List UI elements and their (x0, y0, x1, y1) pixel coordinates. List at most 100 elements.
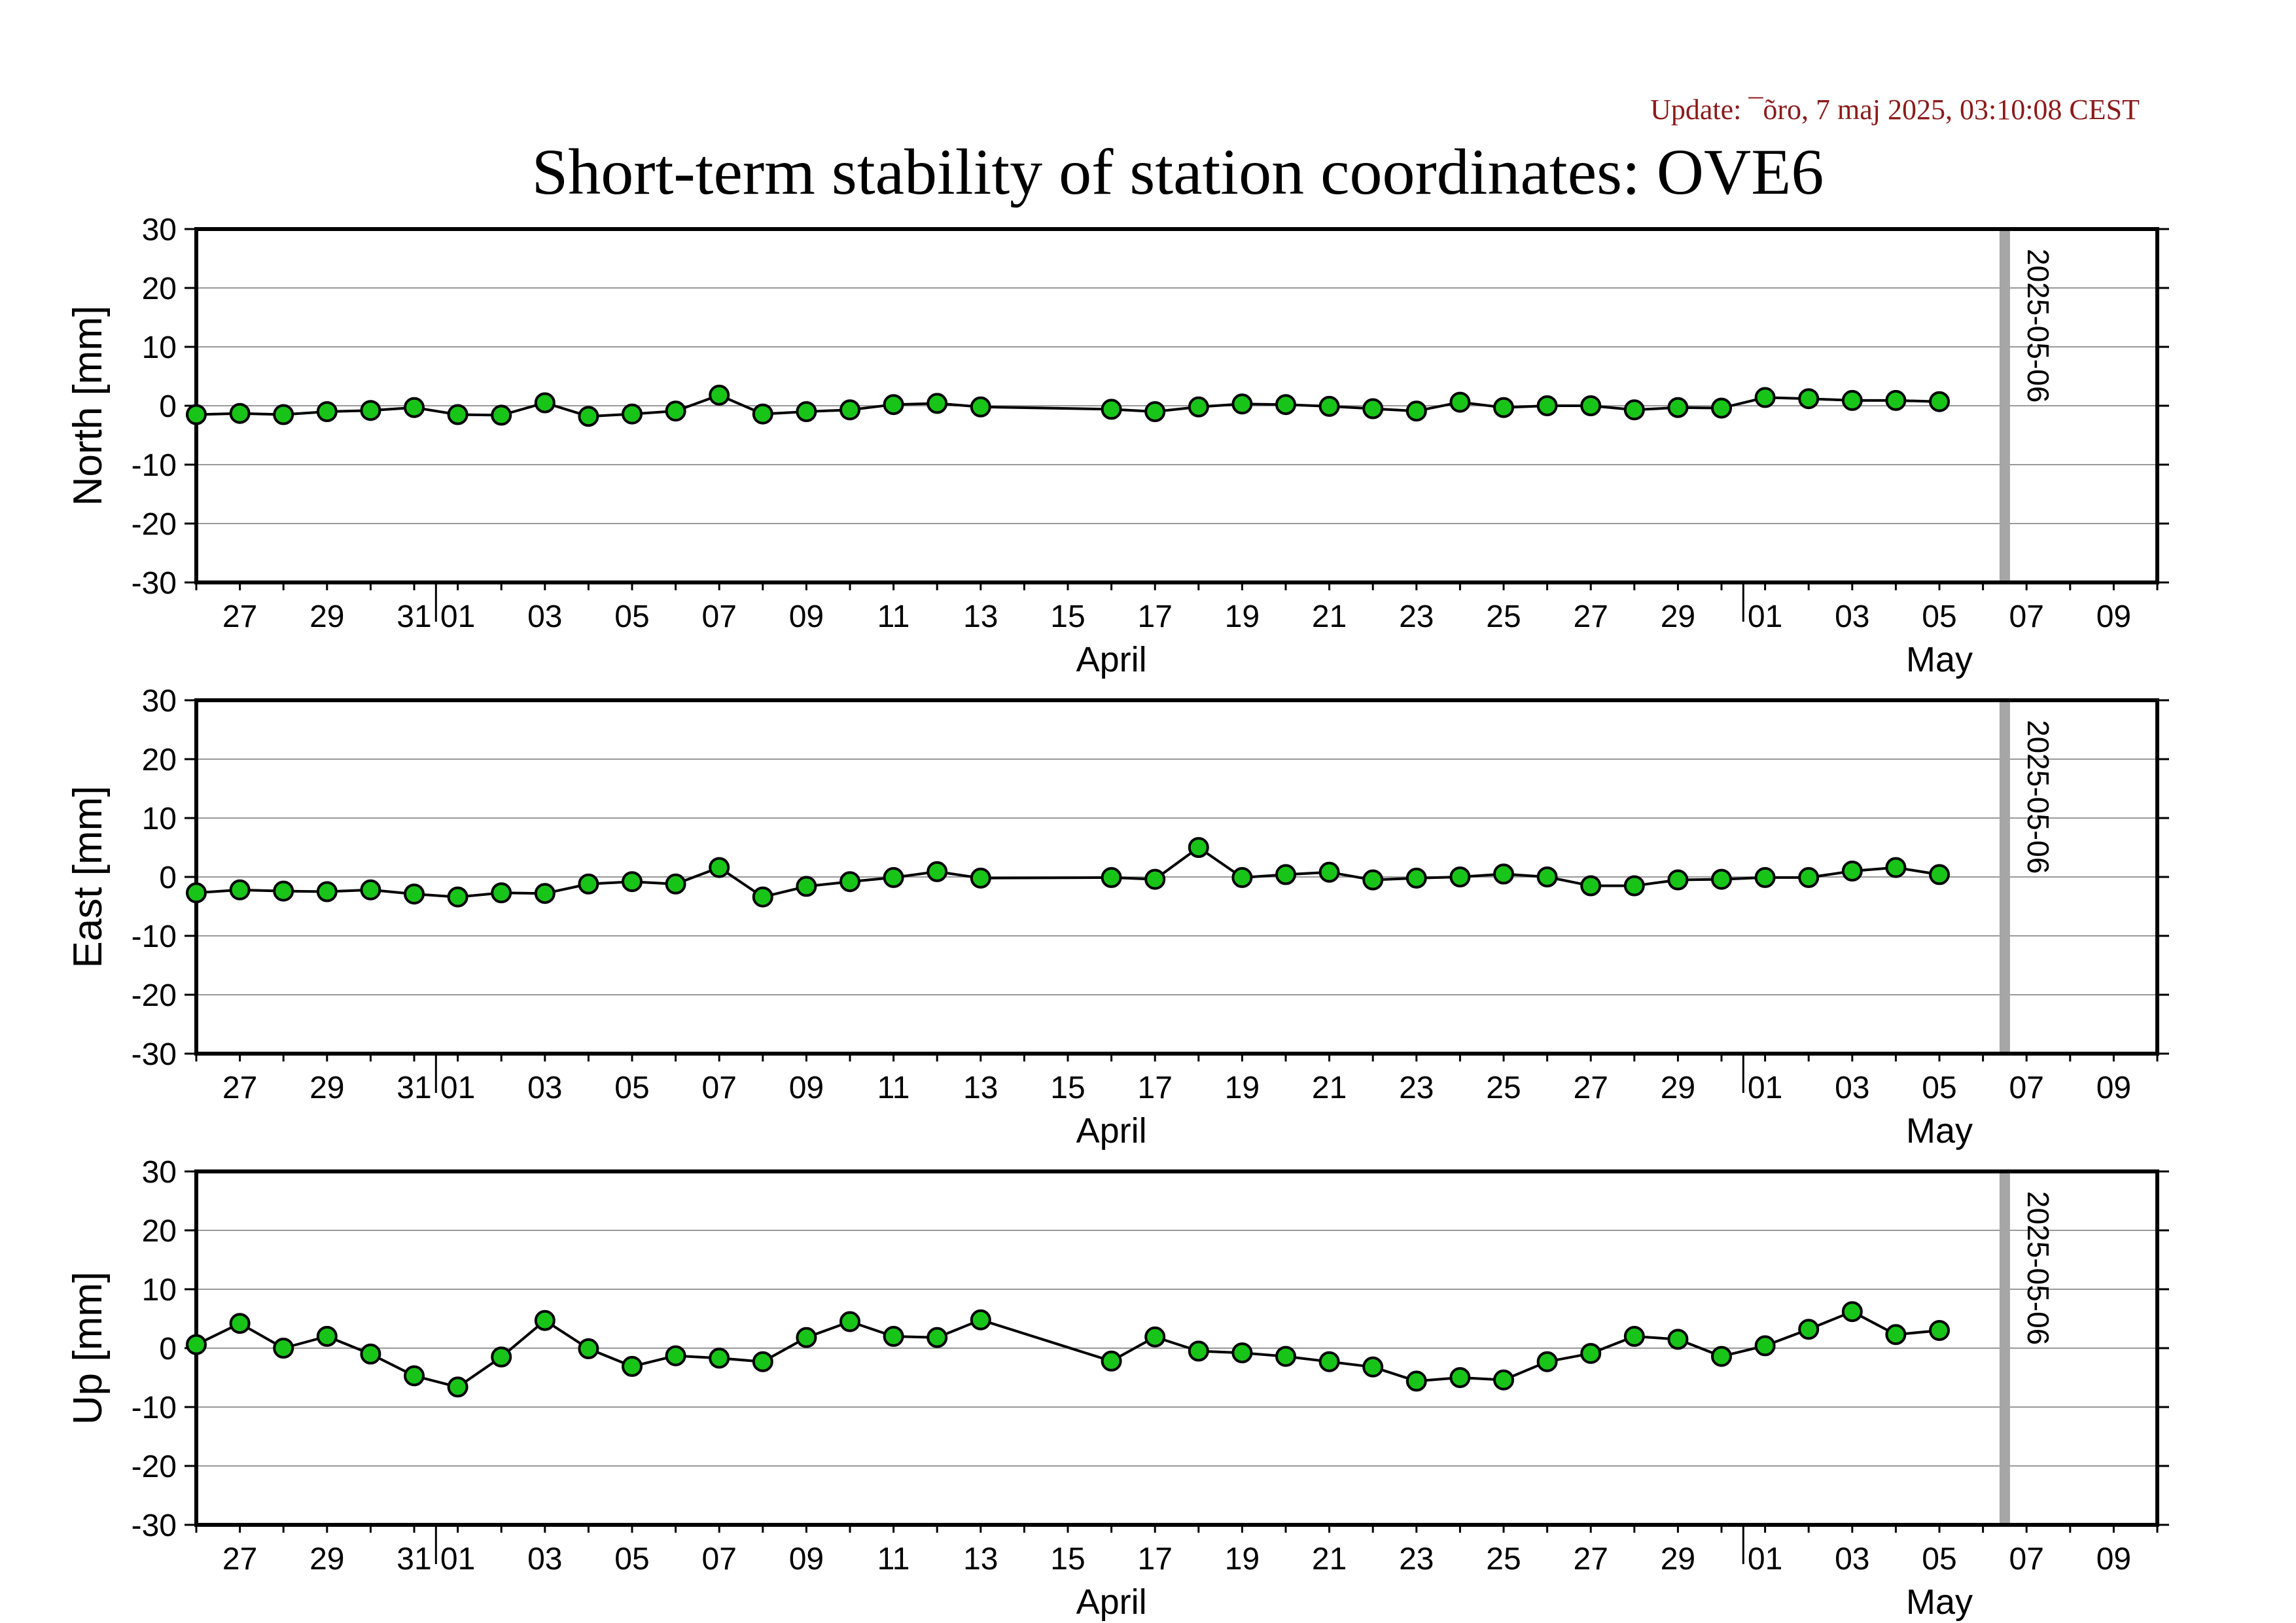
data-point (1144, 1326, 1166, 1347)
data-point (273, 1338, 294, 1359)
x-tick-label: 23 (1399, 1071, 1434, 1105)
x-tick-label: 25 (1486, 599, 1521, 634)
y-tick-label: -10 (132, 448, 177, 483)
y-tick-label: 30 (142, 684, 177, 719)
y-tick-label: 10 (142, 330, 177, 365)
data-point (1623, 875, 1645, 897)
y-tick-label: 10 (142, 802, 177, 836)
x-tick-label: 11 (877, 1542, 910, 1577)
y-tick-label: 10 (142, 1273, 177, 1308)
data-point (273, 880, 294, 902)
data-point (1188, 396, 1209, 418)
x-tick-label: 27 (222, 1542, 257, 1577)
data-point (1536, 1351, 1558, 1372)
data-point (665, 401, 686, 422)
data-point (534, 883, 556, 904)
y-tick-label: -10 (132, 1391, 177, 1425)
data-point (1101, 866, 1122, 888)
data-point (1449, 391, 1471, 413)
data-point (273, 404, 294, 425)
data-point (491, 882, 512, 904)
data-point (1841, 861, 1863, 882)
x-tick-label: 07 (2009, 1542, 2044, 1577)
panel-north: 2025-05-06 30 20 10 0 -10 -20 -30 North [mm] 27 29… (65, 213, 2169, 679)
data-point (1885, 857, 1907, 878)
data-point (970, 1309, 991, 1330)
x-tick-label: 21 (1312, 1542, 1347, 1577)
x-tick-label: 27 (1574, 1542, 1608, 1577)
y-tick-label: -20 (132, 978, 177, 1013)
x-tick-label: 05 (1922, 599, 1956, 634)
y-tick-label: 30 (142, 1155, 177, 1190)
data-point (1711, 1346, 1732, 1367)
y-tick-label: -30 (132, 566, 177, 601)
data-point (1405, 1370, 1427, 1392)
data-point (970, 867, 991, 889)
data-point (883, 866, 904, 888)
x-tick-label: 21 (1312, 1071, 1347, 1105)
data-point (1449, 866, 1471, 887)
data-point (447, 886, 468, 908)
panel-up: 2025-05-06 30 20 10 0 -10 -20 -30 Up [mm] 27 29 31 0… (65, 1155, 2169, 1622)
data-point (883, 1326, 904, 1347)
y-tick-label: 0 (159, 389, 177, 424)
data-point (1580, 1343, 1602, 1364)
data-point (1841, 1301, 1863, 1323)
x-tick-label: 23 (1399, 1542, 1434, 1577)
data-point (1493, 863, 1514, 885)
update-timestamp: Update: ¯õro, 7 maj 2025, 03:10:08 CEST (1650, 94, 2140, 126)
data-point (622, 403, 643, 425)
data-point (229, 402, 251, 424)
x-tick-label: 03 (1835, 1071, 1869, 1105)
x-tick-label: 17 (1138, 599, 1173, 634)
data-point (186, 882, 207, 904)
data-point (360, 400, 381, 421)
x-month-label: April (1076, 1582, 1147, 1622)
x-tick-label: 09 (2096, 599, 2131, 634)
data-point (404, 1365, 425, 1387)
y-tick-label: 20 (142, 272, 177, 306)
data-point (1405, 401, 1427, 422)
x-tick-label: 01 (440, 1071, 475, 1105)
data-point (360, 1344, 381, 1364)
x-tick-label: 29 (309, 1071, 344, 1105)
data-point (578, 873, 599, 895)
data-point (752, 1351, 773, 1372)
x-tick-label: 07 (702, 599, 737, 634)
data-point (1362, 869, 1384, 891)
x-tick-label: 05 (1922, 1071, 1956, 1105)
data-point (927, 393, 948, 414)
data-point (752, 403, 773, 425)
data-point (229, 1313, 251, 1334)
x-tick-label: 19 (1225, 1071, 1260, 1105)
x-tick-label: 27 (1574, 599, 1608, 634)
data-point (709, 384, 730, 406)
x-tick-label: 05 (1922, 1542, 1956, 1577)
x-tick-label: 11 (877, 1071, 910, 1105)
x-tick-label: 13 (963, 1071, 998, 1105)
date-marker-label: 2025-05-06 (2021, 249, 2055, 402)
x-tick-label: 09 (2096, 1542, 2131, 1577)
x-tick-label: 01 (440, 599, 475, 634)
x-tick-label: 19 (1225, 1542, 1260, 1577)
data-point (1798, 388, 1820, 410)
data-point (709, 1347, 730, 1369)
x-tick-label: 29 (309, 599, 344, 634)
panel-east: 2025-05-06 30 20 10 0 -10 -20 -30 East [mm] 27 29 3… (65, 684, 2169, 1150)
x-month-label: April (1076, 1111, 1147, 1150)
data-point (970, 396, 991, 418)
data-point (1929, 864, 1950, 885)
date-marker-label: 2025-05-06 (2021, 1191, 2055, 1345)
x-tick-label: 07 (702, 1071, 737, 1105)
date-marker-label: 2025-05-06 (2021, 720, 2055, 874)
data-point (1885, 1324, 1907, 1346)
data-point (622, 1355, 643, 1377)
data-point (1667, 397, 1689, 418)
data-point (1667, 869, 1689, 891)
data-point (578, 406, 599, 427)
x-tick-label: 03 (527, 599, 562, 634)
x-tick-label: 05 (614, 599, 649, 634)
data-point (404, 883, 425, 905)
data-point (796, 1327, 817, 1348)
